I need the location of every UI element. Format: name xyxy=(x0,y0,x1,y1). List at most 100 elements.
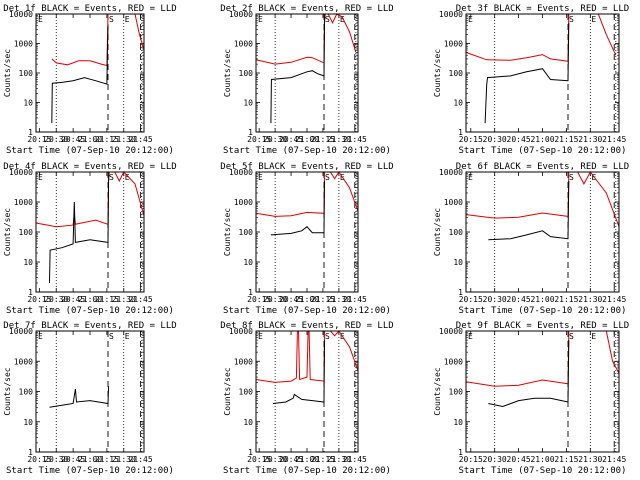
x-tick-label: 20:15 xyxy=(459,295,483,304)
marker-label-e: E xyxy=(258,173,263,182)
x-tick-label: 21:30 xyxy=(327,455,351,464)
series-line-events xyxy=(488,340,570,408)
y-tick-label: 10000 xyxy=(9,10,33,19)
y-tick-label: 1000 xyxy=(14,40,33,49)
x-tick-label: 21:30 xyxy=(112,295,136,304)
x-tick-label: 21:30 xyxy=(578,455,602,464)
x-tick-label: 21:15 xyxy=(554,455,578,464)
series-line-events xyxy=(49,171,110,284)
x-tick-label: 21:00 xyxy=(78,455,102,464)
y-tick-label: 1 xyxy=(248,288,253,297)
y-axis-label: Counts/sec xyxy=(223,49,232,97)
x-tick-label: 20:15 xyxy=(27,455,51,464)
y-tick-label: 10 xyxy=(23,99,33,108)
x-tick-label: 20:30 xyxy=(44,135,68,144)
x-axis-label: Start Time (07-Sep-10 20:12:00) xyxy=(223,306,391,316)
x-tick-label: 21:15 xyxy=(311,295,335,304)
y-tick-label: 10000 xyxy=(439,10,463,19)
y-tick-label: 1 xyxy=(458,128,463,137)
plot-frame xyxy=(465,330,620,453)
y-tick-label: 10000 xyxy=(439,327,463,336)
x-tick-label: 21:00 xyxy=(78,135,102,144)
plot-frame xyxy=(255,171,359,293)
y-tick-label: 1000 xyxy=(14,198,33,207)
x-tick-label: 20:15 xyxy=(247,295,271,304)
x-tick-label: 20:45 xyxy=(279,135,303,144)
marker-label-e: E xyxy=(468,173,473,182)
x-tick-label: 21:45 xyxy=(129,295,153,304)
x-tick-label: 21:15 xyxy=(554,135,578,144)
x-tick-label: 21:45 xyxy=(343,135,367,144)
y-tick-label: 100 xyxy=(449,228,464,237)
y-tick-label: 1 xyxy=(248,448,253,457)
x-tick-label: 20:45 xyxy=(507,295,531,304)
x-tick-label: 21:00 xyxy=(78,295,102,304)
marker-label-s: S xyxy=(569,15,574,24)
y-axis-label: Counts/sec xyxy=(223,208,232,256)
x-tick-label: 20:15 xyxy=(27,295,51,304)
series-line-lld xyxy=(465,171,620,227)
x-tick-label: 20:30 xyxy=(44,295,68,304)
marker-label-s: S xyxy=(569,173,574,182)
x-tick-label: 21:30 xyxy=(327,135,351,144)
y-tick-label: 10 xyxy=(243,99,253,108)
x-tick-label: 21:15 xyxy=(95,455,119,464)
x-tick-label: 21:30 xyxy=(578,135,602,144)
plot-frame xyxy=(465,171,620,293)
y-tick-label: 10 xyxy=(453,99,463,108)
x-tick-label: 20:30 xyxy=(263,135,287,144)
y-tick-label: 1 xyxy=(458,288,463,297)
y-tick-label: 10 xyxy=(243,418,253,427)
x-tick-label: 20:15 xyxy=(459,135,483,144)
series-line-lld xyxy=(465,13,617,62)
chart-title: Det 4f BLACK = Events, RED = LLD xyxy=(3,162,176,172)
x-tick-label: 21:45 xyxy=(602,455,626,464)
y-tick-label: 10000 xyxy=(229,10,253,19)
chart-title: Det 5f BLACK = Events, RED = LLD xyxy=(220,162,393,172)
marker-label-e: E xyxy=(38,173,43,182)
x-tick-label: 20:15 xyxy=(247,135,271,144)
x-tick-label: 20:45 xyxy=(279,455,303,464)
plot-frame xyxy=(35,171,145,293)
x-tick-label: 20:45 xyxy=(61,295,85,304)
y-tick-label: 10 xyxy=(243,258,253,267)
y-tick-label: 1000 xyxy=(14,357,33,366)
marker-label-e: E xyxy=(125,173,130,182)
x-tick-label: 21:00 xyxy=(295,455,319,464)
chart-title: Det 3f BLACK = Events, RED = LLD xyxy=(456,4,629,14)
series-line-events xyxy=(488,180,570,241)
x-tick-label: 20:30 xyxy=(483,455,507,464)
y-tick-label: 1000 xyxy=(444,357,463,366)
x-tick-label: 20:30 xyxy=(263,455,287,464)
x-tick-label: 21:45 xyxy=(129,135,153,144)
y-tick-label: 1000 xyxy=(444,40,463,49)
y-axis-label: Counts/sec xyxy=(3,208,12,256)
series-line-events xyxy=(49,386,110,408)
x-tick-label: 21:45 xyxy=(343,295,367,304)
y-tick-label: 10000 xyxy=(9,168,33,177)
marker-label-e: E xyxy=(125,332,130,341)
marker-label-e: E xyxy=(340,15,345,24)
series-line-events xyxy=(51,25,109,124)
y-tick-label: 1 xyxy=(28,288,33,297)
y-tick-label: 100 xyxy=(239,228,254,237)
x-axis-label: Start Time (07-Sep-10 20:12:00) xyxy=(6,466,174,476)
chart-title: Det 6f BLACK = Events, RED = LLD xyxy=(456,162,629,172)
plot-frame xyxy=(35,330,145,453)
x-tick-label: 20:15 xyxy=(459,455,483,464)
series-line-events xyxy=(270,180,325,236)
y-axis-label: Counts/sec xyxy=(433,49,442,97)
x-tick-label: 20:30 xyxy=(263,295,287,304)
x-tick-label: 20:45 xyxy=(61,455,85,464)
y-tick-label: 1000 xyxy=(234,357,253,366)
marker-label-s: S xyxy=(325,15,330,24)
x-tick-label: 21:00 xyxy=(295,295,319,304)
marker-label-e: E xyxy=(591,173,596,182)
marker-label-s: S xyxy=(109,332,114,341)
x-tick-label: 20:30 xyxy=(483,135,507,144)
y-tick-label: 10000 xyxy=(229,168,253,177)
y-tick-label: 100 xyxy=(239,388,254,397)
chart-title: Det 1f BLACK = Events, RED = LLD xyxy=(3,4,176,14)
x-tick-label: 21:00 xyxy=(295,135,319,144)
plot-frame xyxy=(255,13,359,133)
